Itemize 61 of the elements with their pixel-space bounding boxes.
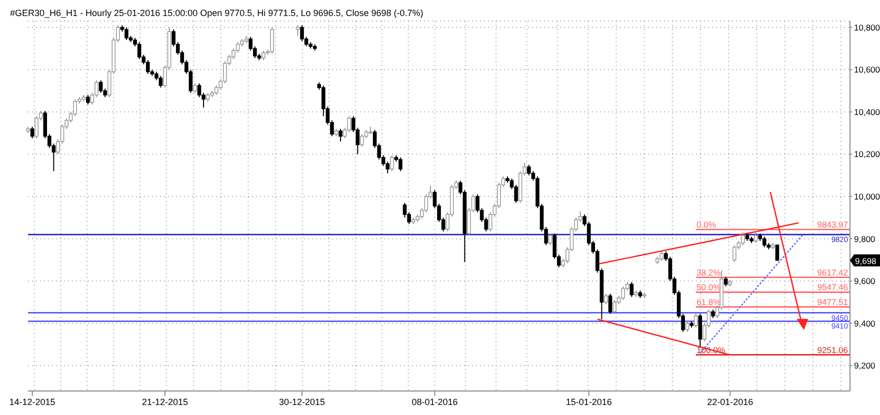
candlestick bbox=[685, 320, 690, 332]
candlestick bbox=[300, 24, 304, 42]
candlestick bbox=[775, 244, 780, 262]
candlestick bbox=[548, 232, 552, 246]
candlestick bbox=[741, 232, 745, 246]
candlestick bbox=[390, 154, 394, 172]
y-tick-label: 10,800 bbox=[854, 22, 880, 32]
candlestick bbox=[630, 282, 634, 298]
candlestick bbox=[137, 42, 142, 60]
y-tick-label: 10,200 bbox=[854, 149, 880, 160]
candlestick bbox=[694, 313, 698, 328]
candlestick bbox=[762, 236, 766, 248]
y-tick-label: 9,800 bbox=[854, 234, 876, 244]
x-tick-label: 08-01-2016 bbox=[412, 397, 458, 407]
x-tick-label: 14-12-2015 bbox=[9, 397, 56, 407]
ref-line-label: 9477.51 bbox=[817, 296, 848, 307]
candlestick bbox=[424, 194, 428, 213]
candlestick bbox=[34, 116, 38, 139]
ref-line-label: 9617.42 bbox=[817, 267, 848, 278]
annotation: 38.2% bbox=[696, 267, 722, 278]
candlestick bbox=[402, 202, 407, 218]
candlestick bbox=[754, 230, 758, 244]
ref-line-label: 9547.46 bbox=[817, 282, 848, 292]
y-tick-label: 9,200 bbox=[854, 360, 876, 371]
candlestick bbox=[732, 244, 736, 263]
y-tick-label: 10,400 bbox=[854, 106, 880, 117]
candlestick bbox=[86, 94, 90, 106]
ref-line-label: 9251.06 bbox=[817, 344, 848, 355]
candlestick bbox=[604, 293, 608, 305]
candlestick bbox=[124, 26, 128, 41]
candlestick bbox=[724, 276, 728, 287]
y-tick-label: 9,400 bbox=[854, 318, 876, 328]
candlestick bbox=[270, 26, 274, 54]
candlestick bbox=[236, 42, 240, 54]
candlestick bbox=[338, 128, 342, 142]
candlestick bbox=[158, 75, 163, 88]
candlestick bbox=[98, 80, 103, 94]
ref-line-label: 9843.97 bbox=[817, 219, 848, 230]
annotation: 9,698 bbox=[855, 256, 877, 266]
candlestick bbox=[398, 156, 402, 172]
annotation: 0.0% bbox=[696, 219, 716, 230]
x-tick-label: 30-12-2015 bbox=[278, 397, 326, 407]
candlestick bbox=[193, 82, 197, 94]
candlestick bbox=[262, 50, 266, 61]
candlestick bbox=[608, 293, 612, 314]
candlestick bbox=[30, 126, 34, 139]
candlestick bbox=[360, 134, 364, 148]
candlestick bbox=[197, 82, 202, 98]
x-tick-label: 15-01-2016 bbox=[566, 397, 612, 407]
candlestick bbox=[698, 313, 702, 348]
candlestick bbox=[660, 250, 664, 262]
candlestick bbox=[232, 48, 236, 60]
x-tick-label: 21-12-2015 bbox=[142, 397, 188, 407]
x-tick-label: 22-01-2016 bbox=[707, 397, 754, 407]
candlestick bbox=[296, 24, 300, 36]
candlestick bbox=[146, 60, 150, 74]
y-tick-label: 9,600 bbox=[854, 276, 876, 286]
chart-title: #GER30_H6_H1 - Hourly 25-01-2016 15:00:00 Open 9770.5, Hi 9771.5, Lo 9696.5, Close 9698 (-0.7%) bbox=[10, 8, 424, 18]
candlestick bbox=[612, 300, 616, 314]
y-tick-label: 10,600 bbox=[854, 64, 880, 75]
y-tick-label: 10,000 bbox=[854, 192, 880, 202]
